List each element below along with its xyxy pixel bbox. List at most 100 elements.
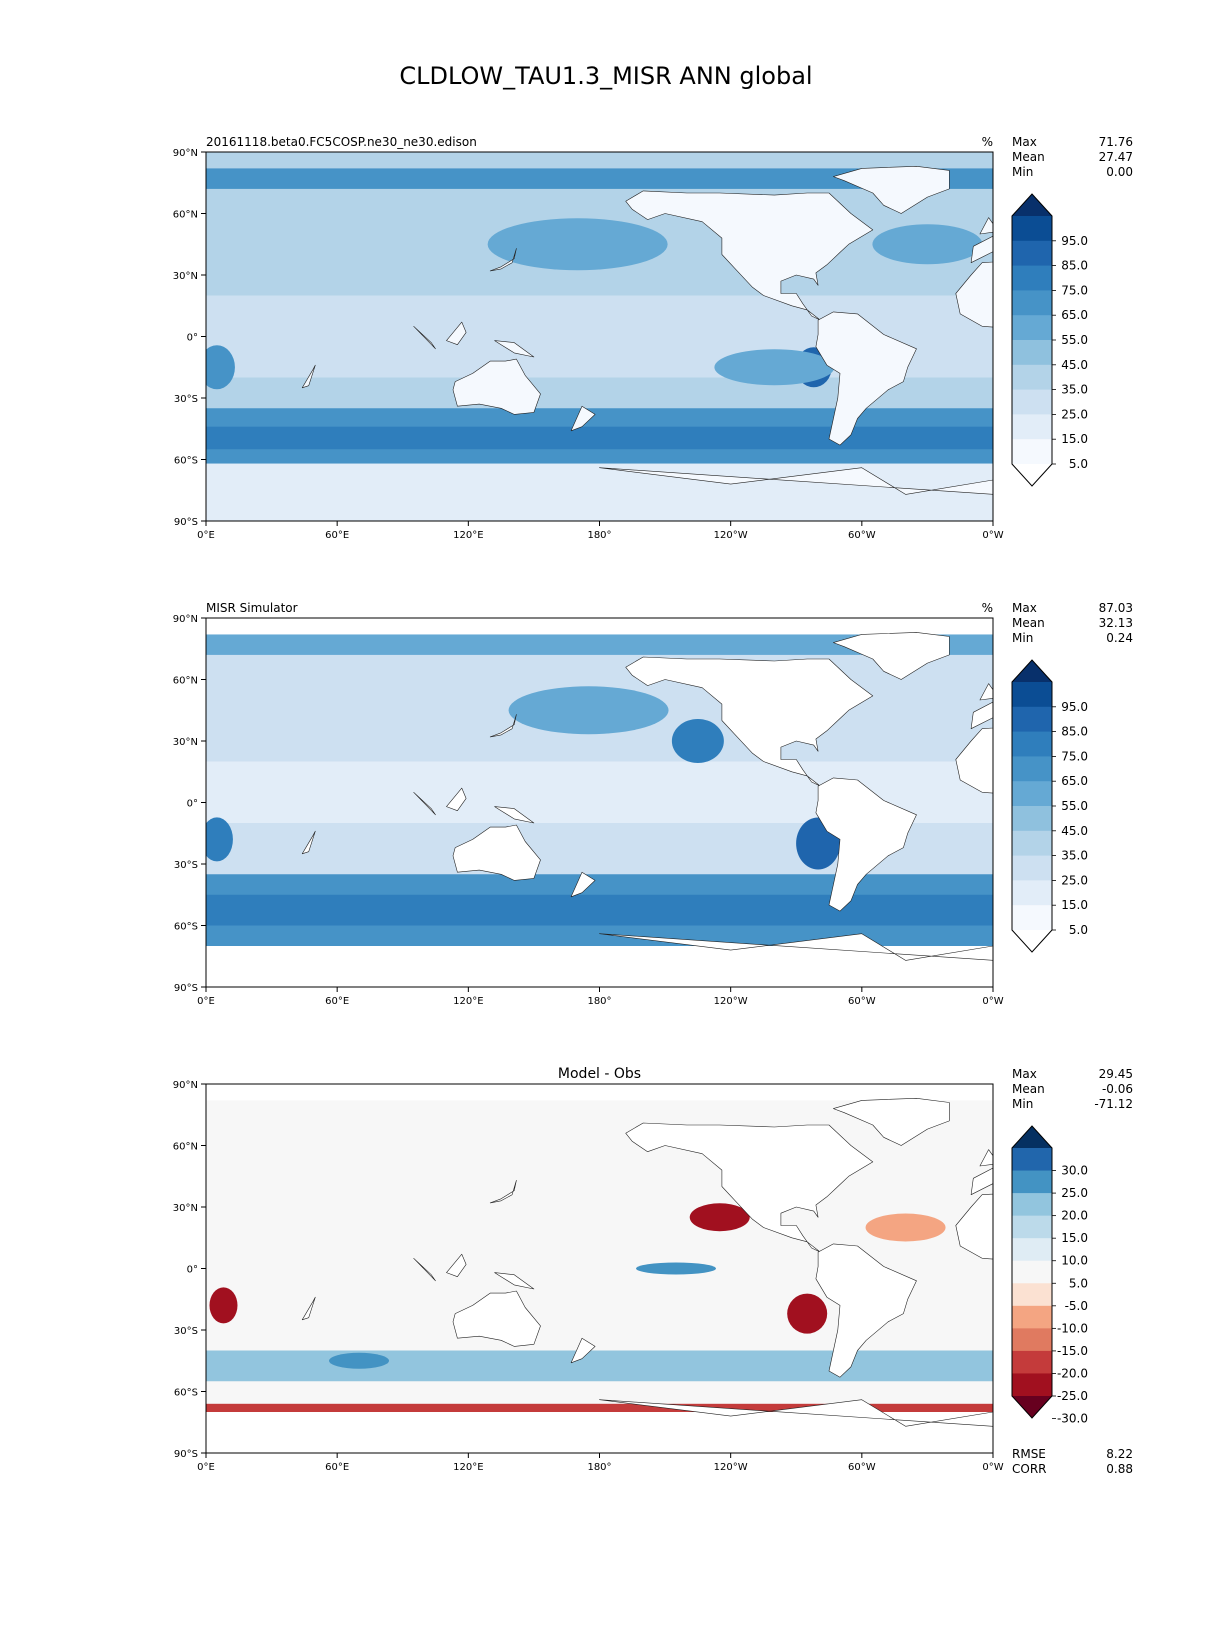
coastline-12 [494,340,535,358]
colorbar-label: 55.0 [1061,799,1088,813]
y-tick-label: 90°S [174,983,198,994]
y-tick-label: 30°N [173,271,198,282]
stat-value: 27.47 [1099,150,1133,164]
colorbar-label: 15.0 [1061,1231,1088,1245]
y-tick-label: 90°N [173,1080,198,1091]
colorbar-bin [1012,855,1052,881]
polar-missing [206,946,993,987]
arctic-missing [206,1084,993,1101]
north-pacific-cloud [487,218,668,271]
x-tick-label: 120°W [714,996,748,1007]
antarctic-band [206,463,993,521]
atlantic-bias [865,1213,946,1242]
coastline-13 [570,871,596,898]
colorbar-label: 25.0 [1061,873,1088,887]
coastline-0 [955,1193,993,1260]
east-pacific-cloud [714,349,835,386]
coastline-5 [833,1098,950,1146]
stat-label: Min [1012,165,1033,179]
map-field [206,152,993,521]
coastline-3 [625,656,874,787]
footer-stat-label: RMSE [1012,1447,1046,1461]
panel-left-title: MISR Simulator [206,601,298,615]
x-tick-label: 60°W [848,996,876,1007]
colorbar-label: 85.0 [1061,725,1088,739]
namibia-stratocumulus [206,817,233,862]
coastline-12 [494,806,535,824]
y-tick-label: 30°S [174,1326,198,1337]
y-tick-label: 60°S [174,1388,198,1399]
colorbar-bottom-arrow [1012,930,1052,952]
colorbar-label: -5.0 [1065,1299,1088,1313]
coastline-2 [452,824,541,881]
arctic-missing [206,618,993,635]
x-tick-label: 0°E [197,530,215,541]
colorbar-label: 35.0 [1061,849,1088,863]
polar-missing [206,1412,993,1453]
coastline-7 [446,321,467,345]
panel-model: 0°E 60°E 120°E 180° 120°W 60°W 0°W 90°N 60°N 30°N… [173,135,1133,541]
colorbar-label: 25.0 [1061,407,1088,421]
stat-value: 87.03 [1099,601,1133,615]
y-tick-label: 30°N [173,1203,198,1214]
california-stratocumulus [671,719,724,763]
stat-value: -71.12 [1094,1097,1133,1111]
colorbar-top-arrow [1012,1126,1052,1148]
colorbar-bin [1012,414,1052,440]
panel-diff: 0°E 60°E 120°E 180° 120°W 60°W 0°W 90°N 60°N 30°N… [173,1066,1133,1476]
footer-stat-label: CORR [1012,1462,1047,1476]
coastline-2 [452,358,541,415]
coastline-4 [815,311,917,446]
stat-label: Mean [1012,1082,1045,1096]
colorbar-label: 65.0 [1061,774,1088,788]
colorbar-bin [1012,1305,1052,1329]
colorbar-bin [1012,265,1052,291]
x-tick-label: 120°W [714,1462,748,1473]
colorbar-bin [1012,756,1052,782]
equatorial-pacific-bias [636,1262,717,1275]
california-bias [689,1203,750,1232]
colorbar-bin [1012,389,1052,415]
colorbar-top-arrow [1012,194,1052,216]
x-tick-label: 60°E [325,1462,349,1473]
southern-ocean-core [206,426,993,450]
stat-label: Max [1012,1067,1037,1081]
stat-value: 71.76 [1099,135,1133,149]
y-tick-label: 0° [187,799,198,810]
coastline-9 [489,714,517,738]
coastline-6 [599,1399,993,1427]
colorbar-top-arrow [1012,660,1052,682]
x-tick-label: 180° [587,996,611,1007]
southern-ocean-core [206,894,993,926]
colorbar-bin [1012,682,1052,708]
arctic-band [206,168,993,189]
stat-value: 32.13 [1099,616,1133,630]
x-tick-label: 0°W [982,996,1003,1007]
y-tick-label: 60°N [173,676,198,687]
colorbar-label: 75.0 [1061,749,1088,763]
colorbar-label: 85.0 [1061,259,1088,273]
colorbar-label: 10.0 [1061,1254,1088,1268]
coastline-1 [970,235,993,263]
x-tick-label: 0°E [197,996,215,1007]
map-field [206,1084,993,1453]
colorbar-bin [1012,880,1052,906]
colorbar-label: 55.0 [1061,333,1088,347]
y-tick-label: 60°N [173,1142,198,1153]
x-tick-label: 60°W [848,530,876,541]
stat-label: Min [1012,1097,1033,1111]
coastline-3 [625,190,874,321]
colorbar-bin [1012,1373,1052,1397]
coastline-4 [815,777,917,912]
colorbar-label: -15.0 [1057,1344,1088,1358]
namibia-bias [209,1287,238,1324]
stat-value: -0.06 [1102,1082,1133,1096]
footer-stat-value: 0.88 [1106,1462,1133,1476]
colorbar-label: 95.0 [1061,234,1088,248]
panel-center-title: Model - Obs [558,1066,641,1082]
stat-value: 0.00 [1106,165,1133,179]
colorbar-label: 45.0 [1061,358,1088,372]
y-tick-label: 30°S [174,860,198,871]
coastline-8 [413,1258,436,1282]
